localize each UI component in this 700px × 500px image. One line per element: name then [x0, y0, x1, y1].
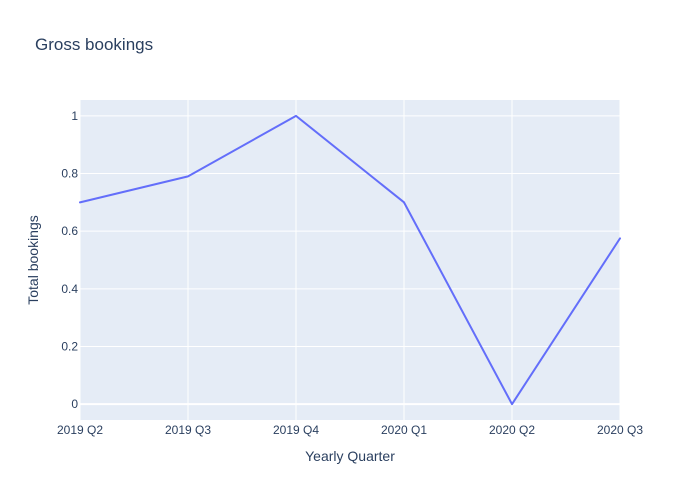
data-point[interactable] — [617, 235, 623, 241]
gridlines — [79, 100, 621, 420]
y-tick-label: 1 — [71, 109, 78, 123]
data-point[interactable] — [77, 199, 83, 205]
chart-title: Gross bookings — [35, 35, 153, 54]
y-tick-label: 0.8 — [61, 167, 78, 181]
data-point[interactable] — [293, 113, 299, 119]
tick-labels: 2019 Q2 2019 Q3 2019 Q4 2020 Q1 2020 Q2 2020 … — [57, 109, 643, 437]
y-tick-label: 0 — [71, 397, 78, 411]
data-point[interactable] — [509, 401, 515, 407]
series-layer — [77, 113, 623, 407]
x-tick-label: 2020 Q1 — [381, 423, 427, 437]
plot-area — [80, 100, 620, 420]
y-tick-label: 0.6 — [61, 224, 78, 238]
data-point[interactable] — [185, 173, 191, 179]
series-line — [79, 114, 621, 406]
x-tick-label: 2019 Q2 — [57, 423, 103, 437]
x-axis-title: Yearly Quarter — [305, 448, 395, 464]
x-tick-label: 2020 Q2 — [489, 423, 535, 437]
y-axis-title: Total bookings — [25, 215, 41, 305]
x-tick-label: 2019 Q4 — [273, 423, 319, 437]
y-tick-label: 0.2 — [61, 339, 78, 353]
y-tick-label: 0.4 — [61, 282, 78, 296]
x-tick-label: 2019 Q3 — [165, 423, 211, 437]
x-tick-label: 2020 Q3 — [597, 423, 643, 437]
data-point[interactable] — [401, 199, 407, 205]
